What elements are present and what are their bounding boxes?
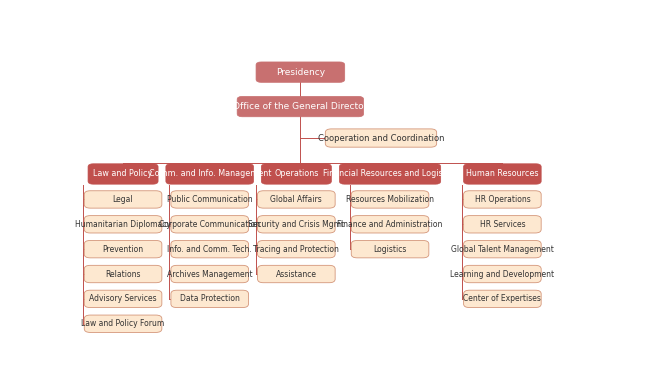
FancyBboxPatch shape [257,191,335,208]
FancyBboxPatch shape [171,290,248,308]
FancyBboxPatch shape [84,216,162,233]
FancyBboxPatch shape [463,191,541,208]
Text: Legal: Legal [112,195,133,204]
FancyBboxPatch shape [339,164,441,184]
Text: Law and Policy: Law and Policy [94,170,153,179]
Text: Office of the General Director: Office of the General Director [233,102,367,111]
Text: Human Resources: Human Resources [466,170,539,179]
FancyBboxPatch shape [325,129,437,147]
Text: Prevention: Prevention [103,245,144,254]
Text: Resources Mobilization: Resources Mobilization [346,195,434,204]
Text: Archives Management: Archives Management [167,270,252,279]
FancyBboxPatch shape [463,290,541,308]
Text: Comm. and Info. Management: Comm. and Info. Management [148,170,271,179]
FancyBboxPatch shape [463,265,541,283]
Text: Security and Crisis Mgmt: Security and Crisis Mgmt [248,220,344,229]
Text: Learning and Development: Learning and Development [450,270,554,279]
Text: Humanitarian Diplomacy: Humanitarian Diplomacy [75,220,171,229]
FancyBboxPatch shape [463,164,541,184]
Text: Center of Expertises: Center of Expertises [463,294,541,303]
FancyBboxPatch shape [261,164,332,184]
Text: Presidency: Presidency [276,68,325,77]
FancyBboxPatch shape [171,240,248,258]
Text: Relations: Relations [105,270,141,279]
FancyBboxPatch shape [84,240,162,258]
FancyBboxPatch shape [257,216,335,233]
Text: HR Operations: HR Operations [474,195,530,204]
FancyBboxPatch shape [257,240,335,258]
Text: Global Affairs: Global Affairs [270,195,322,204]
FancyBboxPatch shape [463,216,541,233]
Text: Financial Resources and Logistics: Financial Resources and Logistics [323,170,457,179]
Text: Tracing and Protection: Tracing and Protection [254,245,339,254]
FancyBboxPatch shape [84,315,162,333]
FancyBboxPatch shape [84,191,162,208]
FancyBboxPatch shape [84,290,162,308]
Text: Operations: Operations [274,170,318,179]
FancyBboxPatch shape [88,164,158,184]
FancyBboxPatch shape [166,164,254,184]
FancyBboxPatch shape [84,265,162,283]
Text: Public Communication: Public Communication [167,195,252,204]
Text: Data Protection: Data Protection [180,294,240,303]
Text: Cooperation and Coordination: Cooperation and Coordination [318,133,444,142]
Text: Corporate Communication: Corporate Communication [159,220,260,229]
FancyBboxPatch shape [463,240,541,258]
Text: Advisory Services: Advisory Services [89,294,157,303]
FancyBboxPatch shape [171,216,248,233]
Text: Assistance: Assistance [276,270,317,279]
FancyBboxPatch shape [171,265,248,283]
Text: Global Talent Management: Global Talent Management [451,245,554,254]
FancyBboxPatch shape [351,216,429,233]
Text: Logistics: Logistics [373,245,407,254]
FancyBboxPatch shape [351,240,429,258]
FancyBboxPatch shape [237,96,363,117]
Text: HR Services: HR Services [480,220,525,229]
FancyBboxPatch shape [171,191,248,208]
FancyBboxPatch shape [257,265,335,283]
FancyBboxPatch shape [256,62,344,82]
Text: Finance and Administration: Finance and Administration [337,220,443,229]
Text: Law and Policy Forum: Law and Policy Forum [81,319,164,328]
Text: Info. and Comm. Tech.: Info. and Comm. Tech. [167,245,252,254]
FancyBboxPatch shape [351,191,429,208]
